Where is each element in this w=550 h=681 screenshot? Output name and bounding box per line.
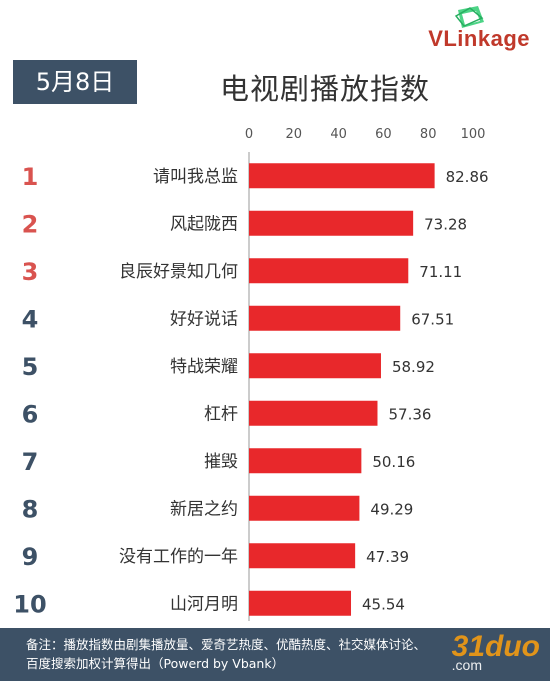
bar: [249, 448, 362, 474]
bar: [249, 210, 414, 236]
x-tick-label: 60: [375, 127, 392, 142]
category-label: 风起陇西: [170, 214, 238, 234]
category-label: 特战荣耀: [170, 357, 238, 377]
rank-number: 3: [22, 258, 39, 286]
category-label: 没有工作的一年: [119, 547, 238, 567]
watermark-suffix: .com: [451, 657, 482, 673]
footer-note: 备注：播放指数由剧集播放量、爱奇艺热度、优酷热度、社交媒体讨论、 百度搜索加权计…: [0, 628, 550, 681]
x-tick-label: 40: [330, 127, 347, 142]
value-label: 49.29: [370, 500, 413, 518]
bar-chart: 0 20 40 60 80 100 1 请叫我总监 82.86 2 风起陇西 73.28 3 良辰好景知几…: [13, 127, 489, 621]
date-label: 5月8日: [13, 60, 137, 104]
category-label: 请叫我总监: [153, 167, 238, 187]
bar: [249, 258, 409, 284]
x-tick-label: 100: [461, 127, 486, 142]
rank-number: 5: [22, 353, 39, 381]
bar: [249, 495, 360, 521]
category-label: 新居之约: [170, 499, 238, 519]
bar: [249, 353, 381, 379]
rank-number: 1: [22, 163, 39, 191]
x-tick-label: 0: [245, 127, 253, 142]
value-label: 71.11: [419, 263, 462, 281]
value-label: 57.36: [388, 405, 431, 423]
bar: [249, 163, 435, 189]
footer-line-2: 百度搜索加权计算得出（Powerd by Vbank）: [26, 656, 285, 671]
rank-number: 9: [22, 543, 39, 571]
brand-name: VLinkage: [428, 26, 530, 51]
chart-title: 电视剧播放指数: [220, 72, 431, 106]
value-label: 45.54: [362, 595, 405, 613]
value-label: 50.16: [372, 453, 415, 471]
bar: [249, 305, 401, 331]
logo-mark-icon: [454, 6, 484, 28]
category-label: 山河月明: [170, 594, 238, 614]
category-label: 摧毁: [204, 452, 238, 472]
rank-number: 4: [22, 305, 39, 333]
bar: [249, 590, 352, 616]
x-tick-label: 80: [420, 127, 437, 142]
value-label: 47.39: [366, 548, 409, 566]
bar: [249, 400, 378, 426]
rank-number: 6: [22, 400, 39, 428]
category-label: 杠杆: [204, 404, 238, 424]
watermark: 31duo .com: [451, 630, 540, 675]
bar: [249, 543, 356, 569]
value-label: 73.28: [424, 215, 467, 233]
rank-number: 2: [22, 210, 39, 238]
x-tick-label: 20: [286, 127, 303, 142]
watermark-text: 31duo: [451, 630, 540, 663]
rank-number: 10: [13, 590, 46, 618]
value-label: 58.92: [392, 358, 435, 376]
value-label: 82.86: [446, 168, 489, 186]
brand-logo: VLinkage: [400, 6, 530, 52]
rank-number: 7: [22, 448, 39, 476]
footer-line-1: 备注：播放指数由剧集播放量、爱奇艺热度、优酷热度、社交媒体讨论、: [26, 637, 427, 652]
category-label: 好好说话: [170, 309, 238, 329]
value-label: 67.51: [411, 310, 454, 328]
category-label: 良辰好景知几何: [119, 262, 238, 282]
rank-number: 8: [22, 495, 39, 523]
